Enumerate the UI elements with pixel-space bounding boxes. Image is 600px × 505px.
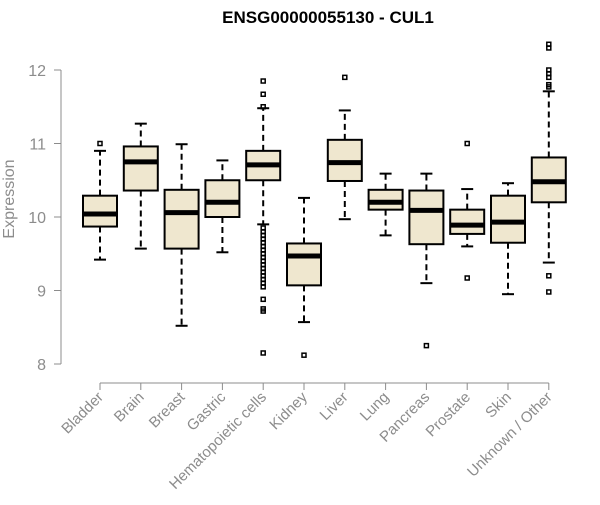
x-tick-label: Skin [482, 389, 515, 422]
box-group [245, 78, 282, 356]
box-group [122, 122, 159, 250]
y-axis-title: Expression [1, 159, 18, 238]
outlier-point [546, 74, 552, 81]
outlier-point [546, 84, 552, 90]
box-group [326, 74, 363, 221]
x-tick-label: Kidney [266, 388, 311, 433]
outlier-point [260, 91, 266, 98]
box-group [408, 172, 445, 349]
x-tick-label: Breast [146, 388, 189, 431]
chart-title: ENSG00000055130 - CUL1 [222, 8, 434, 27]
y-tick-label: 9 [37, 284, 46, 301]
box-group [449, 140, 486, 281]
box-group [163, 143, 200, 327]
box-group [286, 196, 322, 358]
box-group [530, 41, 567, 295]
box-group [82, 140, 118, 261]
y-axis: 8 9 10 11 12 [28, 63, 62, 374]
x-tick-label: Brain [111, 389, 148, 426]
outlier-point [260, 308, 266, 314]
box-iqr [122, 145, 159, 192]
box-iqr [204, 179, 241, 218]
outlier-point [301, 352, 307, 358]
box-iqr [449, 208, 486, 235]
y-tick-label: 11 [29, 137, 46, 154]
y-tick-label: 10 [28, 210, 46, 227]
box-iqr [408, 189, 445, 246]
outlier-point [546, 45, 552, 51]
outlier-point [260, 78, 266, 84]
outlier-point [260, 296, 266, 303]
box-iqr [490, 194, 526, 244]
outlier-point [260, 350, 266, 356]
outlier-point [260, 284, 266, 290]
x-tick-label: Liver [317, 389, 352, 424]
box-iqr [163, 188, 200, 250]
box-group [367, 172, 404, 237]
outlier-point [342, 74, 348, 81]
box-iqr [367, 188, 404, 211]
box-series [82, 41, 567, 358]
box-group [204, 159, 241, 254]
outlier-point [546, 273, 552, 279]
y-tick-label: 8 [37, 357, 46, 374]
outlier-point [464, 140, 470, 147]
x-tick-label: Prostate [422, 389, 474, 441]
y-tick-label: 12 [28, 63, 46, 80]
outlier-point [464, 275, 470, 281]
x-tick-label: Bladder [58, 389, 107, 438]
outlier-point [423, 342, 430, 349]
outlier-point [97, 140, 103, 147]
box-iqr [286, 242, 322, 287]
box-group [490, 182, 526, 296]
box-iqr [82, 194, 118, 228]
outlier-point [260, 104, 266, 110]
outlier-point [546, 289, 552, 295]
x-tick-label: Lung [357, 389, 393, 425]
